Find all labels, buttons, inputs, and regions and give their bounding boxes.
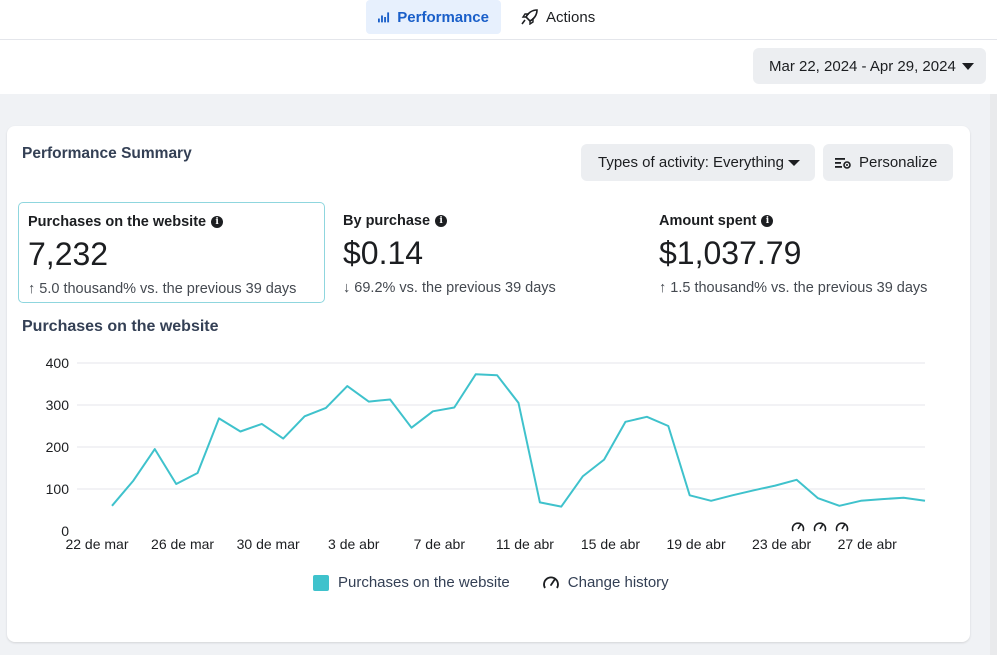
y-tick-label: 0 (61, 523, 69, 539)
caret-down-icon (788, 160, 800, 166)
tab-bar: Performance Actions (0, 0, 997, 40)
bar-chart-icon (378, 12, 390, 23)
date-range-selector[interactable]: Mar 22, 2024 - Apr 29, 2024 (753, 48, 986, 84)
metric-change: 5.0 thousand% vs. the previous 39 days (39, 281, 297, 297)
metric-purchases[interactable]: Purchases on the website i 7,232 ↑ 5.0 t… (18, 202, 325, 303)
metric-change-row: ↑ 5.0 thousand% vs. the previous 39 days (28, 281, 315, 297)
activity-types-label: Types of activity: Everything (598, 154, 784, 171)
customize-columns-icon (835, 157, 851, 169)
change-history-toggle[interactable]: Change history (542, 574, 669, 591)
metric-change: 1.5 thousand% vs. the previous 39 days (670, 280, 928, 296)
info-icon[interactable]: i (211, 216, 224, 228)
gauge-icon (542, 576, 559, 588)
date-range-label: Mar 22, 2024 - Apr 29, 2024 (769, 57, 956, 75)
tab-actions-label: Actions (546, 8, 596, 26)
top-bar: Performance Actions Mar 22, 2024 - Apr 2… (0, 0, 997, 94)
legend-series-label: Purchases on the website (338, 574, 510, 591)
metric-value: $0.14 (343, 235, 424, 271)
metric-change-row: ↓ 69.2% vs. the previous 39 days (343, 280, 625, 296)
change-history-marker-icon[interactable] (813, 522, 827, 532)
metric-label: Amount spent (659, 213, 757, 229)
rocket-icon (521, 9, 538, 25)
y-tick-label: 400 (46, 355, 70, 371)
x-tick-label: 7 de abr (414, 536, 466, 552)
purchases-line-chart: 0 100 200 300 400 22 de mar 26 de mar 30 de mar… (46, 355, 926, 552)
metric-value: $1,037.79 (659, 235, 802, 271)
y-tick-label: 300 (46, 397, 70, 413)
performance-summary-card: Performance Summary Types of activity: E… (7, 126, 970, 642)
tab-actions[interactable]: Actions (509, 0, 619, 34)
arrow-up-icon: ↑ (28, 281, 36, 297)
metric-label-row: By purchase i (343, 213, 625, 229)
metric-label: By purchase (343, 213, 431, 229)
x-tick-label: 26 de mar (151, 536, 214, 552)
metric-cost-per-purchase[interactable]: By purchase i $0.14 ↓ 69.2% vs. the prev… (334, 202, 634, 303)
x-tick-label: 23 de abr (752, 536, 811, 552)
marker-arc (835, 522, 849, 532)
page-scrollbar[interactable] (990, 94, 997, 655)
metric-label-row: Amount spent i (659, 213, 951, 229)
marker-needle (797, 523, 802, 530)
personalize-button[interactable]: Personalize (823, 144, 953, 181)
change-history-marker-icon[interactable] (791, 522, 805, 532)
arrow-up-icon: ↑ (659, 280, 667, 296)
caret-down-icon (962, 63, 974, 70)
metric-amount-spent[interactable]: Amount spent i $1,037.79 ↑ 1.5 thousand%… (650, 202, 960, 303)
metric-change: 69.2% vs. the previous 39 days (354, 280, 556, 296)
x-tick-label: 3 de abr (328, 536, 380, 552)
chart-title: Purchases on the website (22, 318, 219, 335)
tab-performance[interactable]: Performance (366, 0, 501, 34)
card-title: Performance Summary (22, 145, 192, 162)
metric-value: 7,232 (28, 236, 109, 272)
info-icon[interactable]: i (761, 215, 774, 227)
tab-performance-label: Performance (397, 8, 489, 26)
metric-label-row: Purchases on the website i (28, 214, 315, 230)
series-line (111, 373, 926, 508)
metric-change-row: ↑ 1.5 thousand% vs. the previous 39 days (659, 280, 951, 296)
marker-arc (791, 522, 805, 532)
legend-swatch (313, 574, 329, 591)
arrow-down-icon: ↓ (343, 280, 351, 296)
chart-legend: Purchases on the website Change history (313, 574, 669, 591)
change-history-marker-icon[interactable] (835, 522, 849, 532)
activity-types-dropdown[interactable]: Types of activity: Everything (581, 144, 815, 181)
info-icon[interactable]: i (435, 215, 448, 227)
x-tick-label: 19 de abr (666, 536, 725, 552)
x-tick-label: 11 de abr (496, 536, 554, 552)
y-tick-label: 100 (46, 481, 70, 497)
x-tick-label: 15 de abr (581, 536, 640, 552)
metric-label: Purchases on the website (28, 214, 207, 230)
marker-needle (819, 523, 824, 530)
marker-needle (841, 523, 846, 530)
x-tick-label: 30 de mar (237, 536, 300, 552)
legend-history-label: Change history (567, 574, 669, 591)
personalize-label: Personalize (859, 154, 938, 171)
x-tick-label: 22 de mar (65, 536, 128, 552)
marker-arc (813, 522, 827, 532)
y-tick-label: 200 (46, 439, 70, 455)
x-tick-label: 27 de abr (838, 536, 897, 552)
